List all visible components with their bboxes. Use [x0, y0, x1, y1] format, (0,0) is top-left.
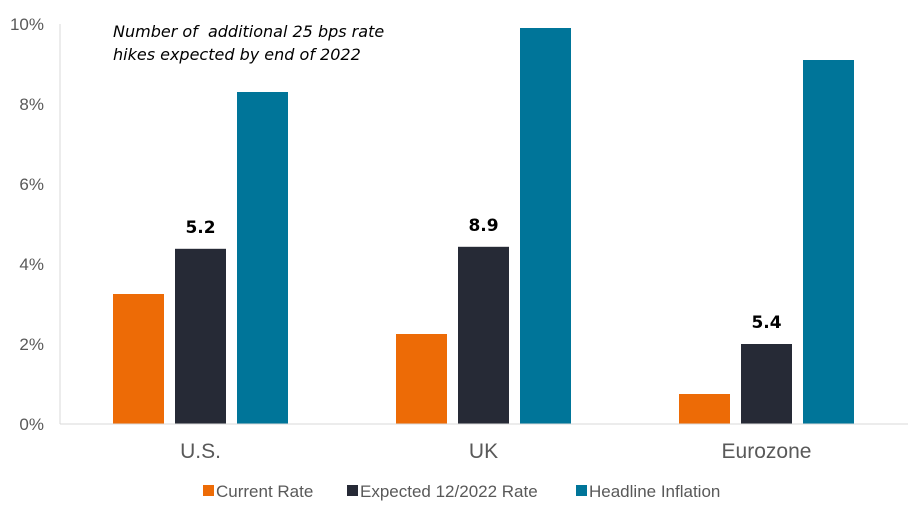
x-tick-label: U.S. — [180, 440, 221, 463]
legend-label: Expected 12/2022 Rate — [360, 482, 538, 501]
bars — [113, 28, 854, 424]
y-tick-label: 10% — [10, 15, 44, 34]
legend: Current Rate Expected 12/2022 Rate Headlin… — [203, 482, 720, 501]
bar — [113, 294, 164, 424]
bar — [520, 28, 571, 424]
data-labels: 5.2 8.9 5.4 — [185, 216, 781, 333]
y-tick-label: 6% — [19, 175, 44, 194]
annotation-line: Number of additional 25 bps rate — [113, 22, 384, 41]
bar — [803, 60, 854, 424]
y-tick-label: 0% — [19, 415, 44, 434]
data-label: 5.4 — [751, 313, 781, 333]
data-label: 5.2 — [185, 218, 215, 238]
bar — [679, 394, 730, 424]
y-axis: 0% 2% 4% 6% 8% 10% — [10, 15, 61, 434]
bar — [237, 92, 288, 424]
legend-swatch — [347, 485, 358, 496]
annotation-line: hikes expected by end of 2022 — [113, 45, 361, 64]
legend-label: Headline Inflation — [589, 482, 720, 501]
x-tick-label: Eurozone — [722, 440, 812, 463]
y-tick-label: 4% — [19, 255, 44, 274]
x-axis: U.S. UK Eurozone — [60, 423, 908, 463]
bar — [458, 246, 509, 424]
legend-swatch — [203, 485, 214, 496]
x-tick-label: UK — [469, 440, 498, 463]
y-tick-label: 8% — [19, 95, 44, 114]
bar — [396, 334, 447, 424]
y-tick-label: 2% — [19, 335, 44, 354]
legend-swatch — [576, 485, 587, 496]
legend-label: Current Rate — [216, 482, 313, 501]
chart-annotation: Number of additional 25 bps rate hikes ex… — [113, 22, 384, 64]
data-label: 8.9 — [468, 216, 498, 236]
bar — [175, 248, 226, 424]
bar — [741, 344, 792, 424]
